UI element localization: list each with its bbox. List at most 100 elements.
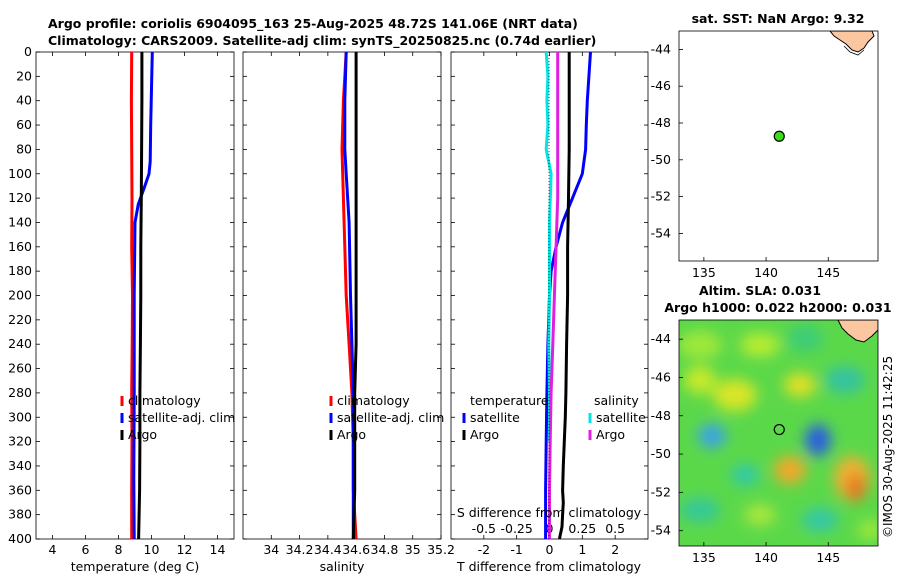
y-tick-label: 120 (8, 190, 32, 205)
series-line-argo (137, 52, 144, 540)
legend-label-argo: Argo (128, 427, 157, 442)
x-tick-label: 6 (82, 542, 90, 557)
y-tick-label: 80 (16, 141, 32, 156)
temperature-xlabel: temperature (deg C) (71, 559, 200, 574)
top-tick-label: -0.5 (472, 521, 496, 536)
y-tick-label: -52 (651, 189, 671, 204)
x-tick-label: 34.4 (314, 542, 342, 557)
y-tick-label: 240 (8, 336, 32, 351)
sla-blob (825, 366, 865, 394)
salinity-xlabel: salinity (320, 559, 365, 574)
salinity-legend: climatology satellite-adj. clim Argo (329, 393, 444, 442)
y-tick-label: 220 (8, 312, 32, 327)
sla-blob (784, 373, 816, 397)
sla-map-axes (678, 319, 879, 547)
series-line-s-satellite (544, 51, 553, 442)
sla-blob (744, 505, 776, 525)
y-tick-label: -54 (651, 225, 671, 240)
x-tick-label: 34 (263, 542, 279, 557)
y-tick-label: 280 (8, 385, 32, 400)
x-tick-label: 12 (177, 542, 193, 557)
y-tick-label: 140 (8, 214, 32, 229)
x-tick-label: 14 (210, 542, 226, 557)
x-tick-label: 34.8 (371, 542, 399, 557)
x-tick-label: -1 (510, 542, 522, 557)
y-tick-label: -50 (651, 446, 671, 461)
series-line-t-argo (557, 52, 571, 540)
argo-position-marker (773, 423, 785, 436)
series-line-climatology (129, 51, 134, 539)
x-tick-label: 8 (115, 542, 123, 557)
temperature-plot: 0 20 40 60 80 100 120 140 160 180 200 220 240 260 280 3… (8, 44, 234, 557)
legend-label-climatology: climatology (128, 393, 201, 408)
chart-title-line1: Argo profile: coriolis 6904095_163 25-Au… (48, 16, 578, 32)
x-tick-label: 35 (405, 542, 421, 557)
sla-map-title-line1: Altim. SLA: 0.031 (699, 283, 821, 298)
sla-blob (805, 424, 831, 456)
y-tick-label: -46 (651, 369, 671, 384)
y-tick-label: -52 (651, 484, 671, 499)
sla-blob (740, 333, 780, 357)
sla-blob (858, 520, 878, 540)
sla-blob (698, 424, 726, 448)
sla-map-title-line2: Argo h1000: 0.022 h2000: 0.031 (664, 300, 891, 315)
sst-map-title: sat. SST: NaN Argo: 9.32 (692, 11, 865, 26)
y-tick-label: 60 (16, 117, 32, 132)
x-tick-label: 145 (816, 550, 840, 565)
sla-map-plot: 135 140 145 -44 -46 -48 -50 -52 -54 (651, 331, 841, 565)
tasmania-landmass (829, 31, 875, 53)
y-tick-label: 20 (16, 68, 32, 83)
sla-blob (713, 379, 757, 411)
x-tick-label: 34.6 (342, 542, 370, 557)
y-tick-label: 160 (8, 239, 32, 254)
salinity-plot: 34 34.2 34.4 34.6 34.8 35 35.2 (243, 51, 455, 557)
y-tick-label: 380 (8, 507, 32, 522)
x-tick-label: 1 (578, 542, 586, 557)
difference-plot: -2 -1 0 1 2-0.5 -0.25 0 0.25 0.5 (451, 51, 648, 557)
series-line-argo (351, 52, 358, 540)
x-tick-label: 34.2 (286, 542, 314, 557)
y-tick-label: -44 (651, 41, 671, 56)
legend-label-s-argo: Argo (596, 427, 625, 442)
sla-blob (774, 456, 806, 484)
difference-legend: temperature satellite Argo salinity sate… (462, 393, 646, 442)
x-tick-label: 35.2 (427, 542, 455, 557)
sla-blob (802, 508, 838, 532)
y-tick-label: 200 (8, 288, 32, 303)
legend-label-t-argo: Argo (470, 427, 499, 442)
y-tick-label: 340 (8, 458, 32, 473)
y-tick-label: 100 (8, 166, 32, 181)
y-tick-label: -50 (651, 152, 671, 167)
sla-blob (684, 366, 716, 394)
top-tick-label: 0.25 (568, 521, 596, 536)
argo-position-marker (773, 130, 785, 142)
sla-heatmap (679, 320, 878, 546)
legend-label-satellite: satellite-adj. clim (337, 410, 444, 425)
legend-title-temperature: temperature (470, 393, 549, 408)
top-tick-label: 0.5 (605, 521, 625, 536)
y-tick-label: -46 (651, 78, 671, 93)
sla-heatmap-blobs (679, 324, 878, 540)
tasmania-landmass (837, 320, 878, 343)
sla-blob (847, 474, 865, 502)
y-tick-label: 360 (8, 482, 32, 497)
y-tick-label: 0 (24, 44, 32, 59)
x-tick-label: 0 (546, 542, 554, 557)
tasmania-coast-detail (843, 45, 865, 56)
x-tick-label: 2 (611, 542, 619, 557)
x-tick-label: 140 (754, 265, 778, 280)
legend-label-argo: Argo (337, 427, 366, 442)
top-tick-label: -0.25 (500, 521, 532, 536)
sla-blob (679, 331, 722, 359)
x-tick-label: 135 (692, 550, 716, 565)
y-tick-label: -48 (651, 115, 671, 130)
y-tick-label: 320 (8, 434, 32, 449)
x-tick-label: 4 (49, 542, 57, 557)
y-tick-label: 260 (8, 361, 32, 376)
difference-xlabel: T difference from climatology (456, 559, 642, 574)
x-tick-label: 145 (816, 265, 840, 280)
temperature-legend: climatology satellite-adj. clim Argo (120, 393, 235, 442)
y-tick-label: 180 (8, 263, 32, 278)
chart-title-line2: Climatology: CARS2009. Satellite-adj cli… (48, 33, 596, 49)
sla-blob (731, 465, 759, 485)
